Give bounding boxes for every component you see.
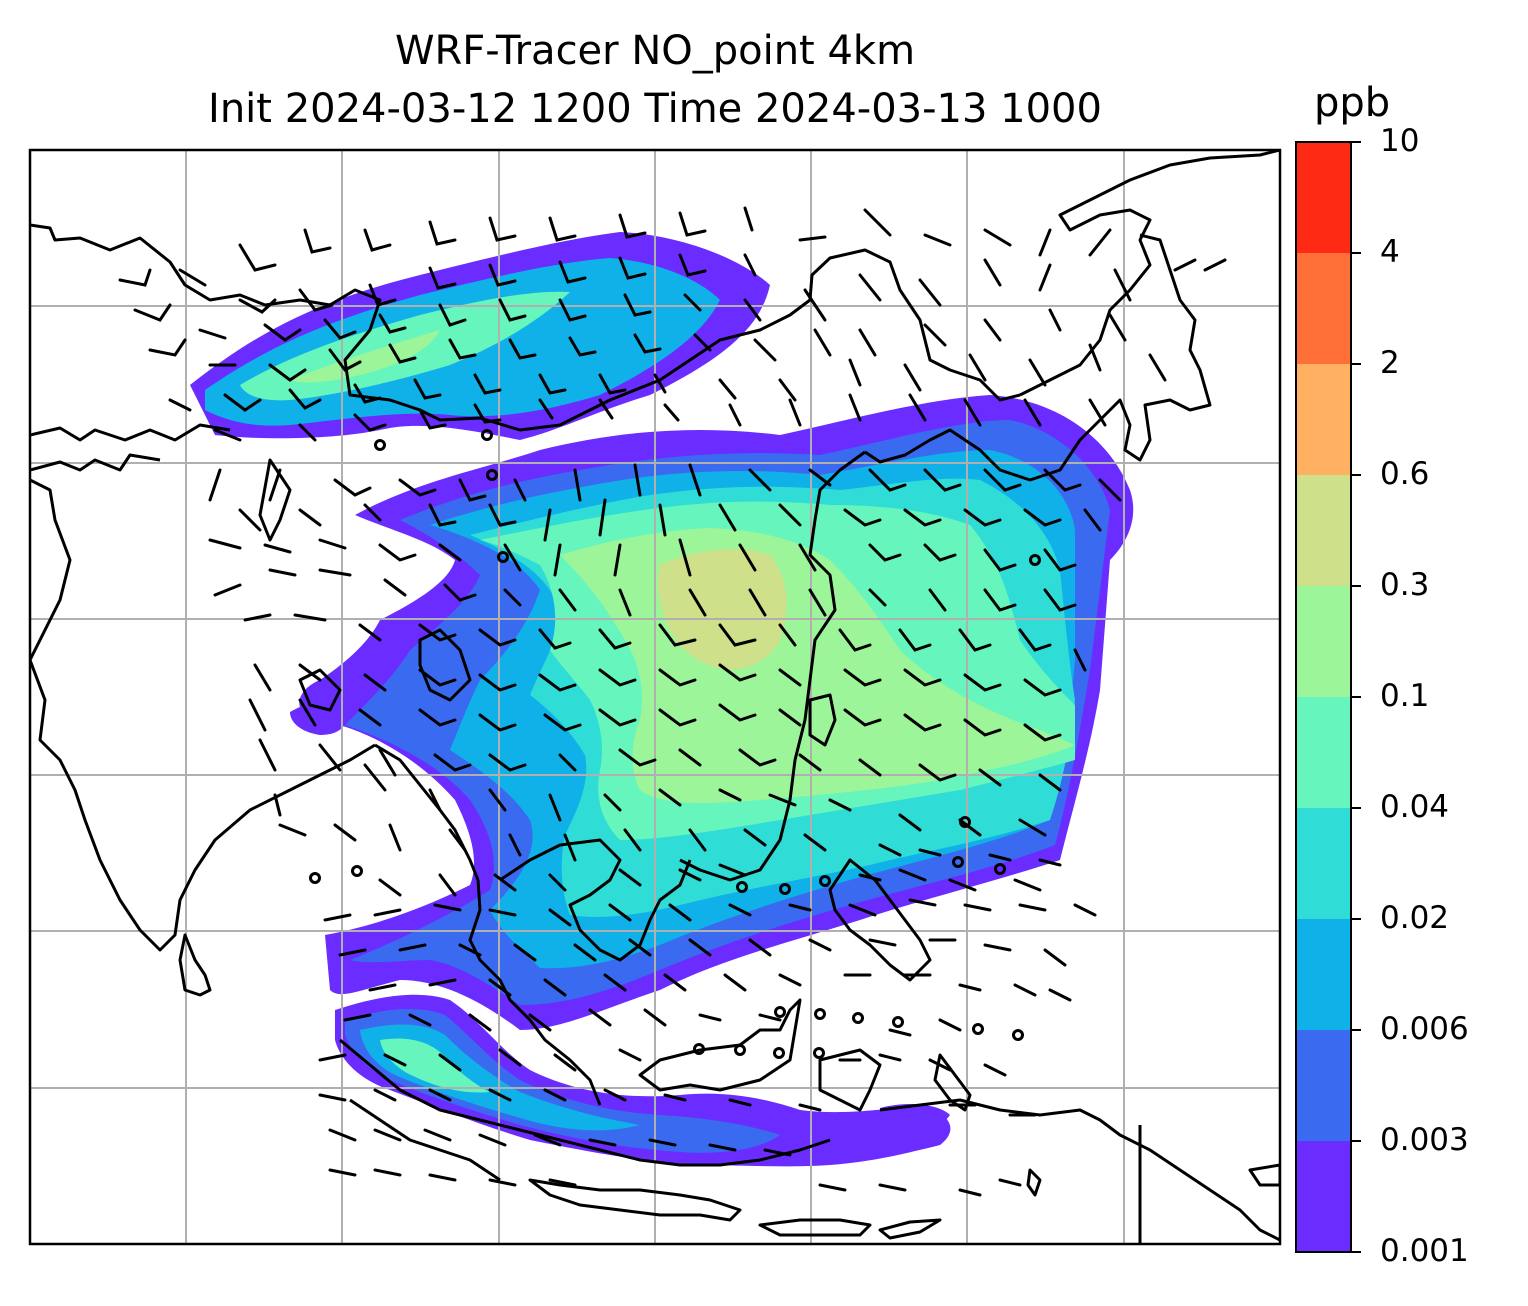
colorbar-tick-label-5: 0.1 [1380, 678, 1430, 714]
map-title-line2: Init 2024-03-12 1200 Time 2024-03-13 100… [208, 86, 1102, 132]
tracer-concentration-field [190, 232, 1134, 1167]
tracer-plume-east-fringe [880, 1104, 950, 1132]
wind-barbs [118, 206, 1227, 1197]
tracer-plume-west-fringe [290, 702, 347, 735]
colorbar-ticks [1351, 141, 1361, 1253]
colorbar-tick-label-9: 4 [1380, 234, 1400, 270]
calm-wind-markers [309, 429, 1041, 1059]
colorbar-tick-label-3: 0.02 [1380, 900, 1450, 936]
colorbar-segment-8 [1296, 253, 1351, 364]
colorbar-segment-0 [1296, 1141, 1351, 1252]
colorbar-tick-label-8: 2 [1380, 345, 1400, 381]
colorbar-segment-9 [1296, 142, 1351, 253]
colorbar-tick-label-7: 0.6 [1380, 456, 1430, 492]
colorbar-segment-7 [1296, 364, 1351, 475]
colorbar-segment-4 [1296, 697, 1351, 808]
colorbar-segment-1 [1296, 1030, 1351, 1141]
colorbar-segment-5 [1296, 586, 1351, 697]
colorbar-segment-6 [1296, 475, 1351, 586]
colorbar-tick-label-1: 0.003 [1380, 1122, 1469, 1158]
map-title-line1: WRF-Tracer NO_point 4km [394, 28, 916, 74]
map-gridlines [30, 150, 1280, 1244]
colorbar-tick-label-0: 0.001 [1380, 1233, 1469, 1269]
colorbar-tick-label-10: 10 [1380, 123, 1420, 159]
colorbar-tick-label-2: 0.006 [1380, 1011, 1469, 1047]
colorbar-tick-label-4: 0.04 [1380, 789, 1450, 825]
tracer-plume-north-core [290, 330, 440, 383]
colorbar-unit-label: ppb [1314, 80, 1391, 126]
map-frame [28, 148, 1282, 1246]
colorbar-segment-3 [1296, 808, 1351, 919]
tracer-plume-south-aqua [380, 1038, 490, 1093]
colorbar-segment-2 [1296, 919, 1351, 1030]
colorbar-tick-label-6: 0.3 [1380, 567, 1430, 603]
colorbar [1295, 141, 1361, 1253]
